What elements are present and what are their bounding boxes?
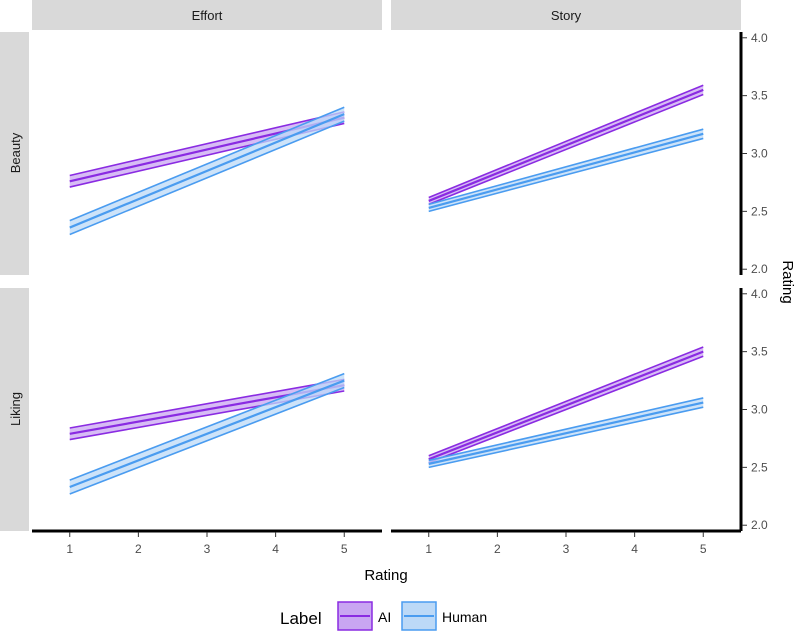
ci-lower-human-beauty-story bbox=[428, 137, 704, 213]
y-tick-label-beauty-4.0: 4.0 bbox=[751, 31, 768, 45]
ci-upper-ai-liking-story bbox=[428, 346, 704, 457]
ci-lower-ai-beauty-story bbox=[428, 93, 704, 206]
x-tick-label-effort-5: 5 bbox=[341, 542, 348, 556]
series-line-ai-liking-story bbox=[428, 350, 704, 461]
x-tick-label-story-1: 1 bbox=[425, 542, 432, 556]
ci-upper-human-liking-story bbox=[428, 397, 704, 462]
facet-strip-col-story bbox=[391, 0, 741, 30]
y-tick-label-beauty-3.0: 3.0 bbox=[751, 147, 768, 161]
facet-label-liking: Liking bbox=[8, 392, 23, 426]
series-line-human-liking-effort bbox=[69, 379, 345, 489]
x-tick-label-story-3: 3 bbox=[563, 542, 570, 556]
legend-title: Label bbox=[280, 609, 322, 628]
ci-lower-ai-liking-story bbox=[428, 355, 704, 464]
x-tick-label-effort-1: 1 bbox=[66, 542, 73, 556]
facet-label-beauty: Beauty bbox=[8, 132, 23, 173]
panels bbox=[69, 84, 704, 495]
x-tick-label-story-4: 4 bbox=[631, 542, 638, 556]
y-tick-label-liking-2.0: 2.0 bbox=[751, 518, 768, 532]
panel-beauty-story bbox=[428, 84, 704, 213]
x-tick-label-effort-4: 4 bbox=[272, 542, 279, 556]
facet-label-effort: Effort bbox=[192, 8, 223, 23]
ci-upper-ai-beauty-story bbox=[428, 84, 704, 199]
ci-upper-human-beauty-effort bbox=[69, 106, 345, 222]
x-axis-title: Rating bbox=[364, 567, 407, 584]
ci-upper-ai-liking-effort bbox=[69, 378, 345, 429]
ci-lower-human-beauty-effort bbox=[69, 120, 345, 236]
ci-upper-human-beauty-story bbox=[428, 128, 704, 206]
x-tick-label-effort-3: 3 bbox=[204, 542, 211, 556]
ci-lower-human-liking-story bbox=[428, 406, 704, 469]
facet-strip-col-effort bbox=[32, 0, 382, 30]
series-line-ai-beauty-story bbox=[428, 88, 704, 202]
ci-lower-human-liking-effort bbox=[69, 386, 345, 495]
x-tick-label-effort-2: 2 bbox=[135, 542, 142, 556]
panel-liking-story bbox=[428, 346, 704, 469]
y-tick-label-liking-2.5: 2.5 bbox=[751, 460, 768, 474]
y-tick-label-beauty-2.5: 2.5 bbox=[751, 204, 768, 218]
y-tick-label-liking-4.0: 4.0 bbox=[751, 287, 768, 301]
x-tick-label-story-2: 2 bbox=[494, 542, 501, 556]
series-line-human-liking-story bbox=[428, 401, 704, 465]
x-tick-label-story-5: 5 bbox=[700, 542, 707, 556]
legend-label-human: Human bbox=[442, 609, 487, 625]
series-line-human-beauty-story bbox=[428, 132, 704, 209]
panel-liking-effort bbox=[69, 372, 345, 495]
x-axes: 1 2 3 4 5 1 2 3 4 5 bbox=[66, 532, 707, 556]
facet-strip-row-liking bbox=[0, 288, 29, 531]
y-tick-label-liking-3.5: 3.5 bbox=[751, 345, 768, 359]
facet-strip-row-beauty bbox=[0, 32, 29, 275]
y-tick-label-beauty-2.0: 2.0 bbox=[751, 262, 768, 276]
series-line-human-beauty-effort bbox=[69, 113, 345, 229]
y-tick-label-liking-3.0: 3.0 bbox=[751, 403, 768, 417]
y-tick-label-beauty-3.5: 3.5 bbox=[751, 89, 768, 103]
legend-label-ai: AI bbox=[378, 609, 391, 625]
y-axes: 2.0 2.5 3.0 3.5 4.0 2.0 2.5 3.0 3.5 4.0 bbox=[742, 31, 768, 532]
panel-beauty-effort bbox=[69, 106, 345, 236]
legend: Label AI Human bbox=[280, 601, 487, 631]
ci-upper-ai-beauty-effort bbox=[69, 111, 345, 177]
y-axis-title: Rating bbox=[779, 260, 796, 303]
facet-label-story: Story bbox=[551, 8, 582, 23]
ci-upper-human-liking-effort bbox=[69, 372, 345, 481]
